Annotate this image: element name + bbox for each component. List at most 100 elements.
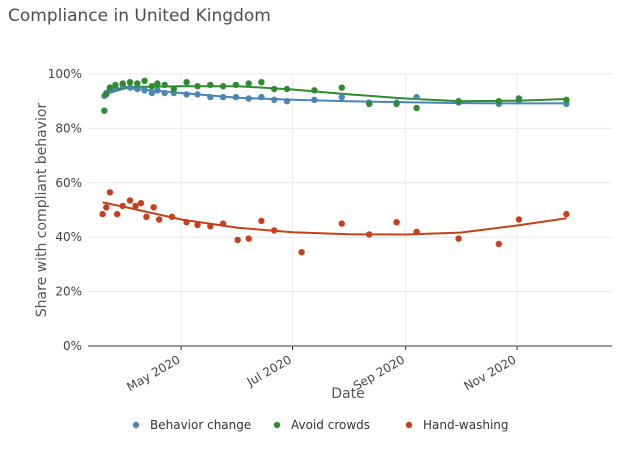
data-point bbox=[156, 216, 163, 223]
data-point bbox=[258, 79, 265, 86]
data-point bbox=[283, 98, 291, 105]
data-point bbox=[170, 85, 177, 93]
data-point bbox=[154, 87, 161, 94]
data-point bbox=[563, 210, 570, 218]
grid bbox=[88, 73, 612, 350]
data-point bbox=[413, 228, 420, 235]
legend-marker bbox=[405, 421, 413, 429]
y-tick-label: 60% bbox=[55, 176, 82, 190]
data-point bbox=[103, 91, 110, 98]
data-point bbox=[207, 81, 214, 89]
data-point bbox=[101, 107, 108, 114]
x-tick-label: Jul 2020 bbox=[244, 352, 294, 389]
data-point bbox=[495, 98, 502, 105]
legend-label: Avoid crowds bbox=[291, 418, 370, 432]
data-point bbox=[393, 219, 400, 226]
data-point bbox=[311, 96, 318, 104]
y-axis-title: Share with compliant behavior bbox=[34, 103, 50, 318]
data-point bbox=[112, 81, 119, 89]
data-point bbox=[134, 85, 141, 93]
legend-label: Hand-washing bbox=[423, 418, 509, 432]
data-point bbox=[366, 100, 373, 108]
y-tick-label: 0% bbox=[63, 339, 82, 353]
data-point bbox=[271, 96, 278, 104]
data-point bbox=[455, 235, 462, 242]
data-point bbox=[311, 87, 318, 94]
y-axis-ticks: 0% 20% 40% 60% 80% 100% bbox=[48, 67, 82, 353]
data-point bbox=[515, 95, 523, 102]
data-point bbox=[194, 83, 201, 90]
data-point bbox=[119, 80, 126, 87]
data-point bbox=[338, 93, 345, 101]
data-point bbox=[366, 231, 373, 238]
x-axis-title: Date bbox=[331, 386, 364, 402]
data-point bbox=[106, 84, 114, 91]
y-tick-label: 40% bbox=[55, 230, 82, 244]
chart-title: Compliance in United Kingdom bbox=[8, 6, 271, 26]
x-tick-label: Nov 2020 bbox=[462, 352, 519, 393]
data-point bbox=[455, 98, 462, 105]
data-points bbox=[99, 77, 570, 256]
data-point bbox=[106, 189, 114, 196]
data-point bbox=[234, 236, 241, 244]
data-point bbox=[413, 93, 420, 101]
data-point bbox=[103, 204, 110, 211]
data-point bbox=[219, 93, 227, 101]
data-point bbox=[126, 84, 134, 91]
data-point bbox=[141, 77, 148, 85]
data-point bbox=[183, 219, 190, 226]
data-point bbox=[219, 220, 227, 227]
data-point bbox=[563, 96, 570, 104]
x-axis-ticks: May 2020 Jul 2020 Sep 2020 Nov 2020 bbox=[124, 352, 518, 394]
data-point bbox=[194, 221, 201, 229]
data-point bbox=[161, 81, 168, 89]
data-point bbox=[126, 79, 134, 86]
data-point bbox=[298, 249, 305, 256]
data-point bbox=[515, 216, 523, 223]
data-point bbox=[183, 91, 190, 98]
x-tick-label: May 2020 bbox=[124, 352, 182, 394]
data-point bbox=[132, 202, 139, 210]
data-point bbox=[232, 81, 240, 89]
data-point bbox=[245, 235, 252, 242]
data-point bbox=[258, 217, 265, 225]
data-point bbox=[194, 91, 201, 98]
legend-marker bbox=[273, 421, 281, 429]
data-point bbox=[207, 223, 214, 230]
data-point bbox=[148, 83, 156, 90]
data-point bbox=[99, 210, 106, 218]
data-point bbox=[271, 227, 278, 234]
data-point bbox=[283, 85, 291, 93]
data-point bbox=[150, 204, 157, 211]
y-tick-label: 100% bbox=[48, 67, 82, 81]
y-tick-label: 80% bbox=[55, 121, 82, 135]
data-point bbox=[148, 89, 156, 97]
legend-marker bbox=[132, 421, 140, 429]
data-point bbox=[245, 80, 252, 87]
data-point bbox=[119, 202, 126, 210]
legend-label: Behavior change bbox=[150, 418, 251, 432]
data-point bbox=[413, 104, 420, 112]
data-point bbox=[338, 220, 345, 227]
data-point bbox=[134, 80, 141, 87]
trend-lines bbox=[102, 85, 567, 236]
data-point bbox=[168, 213, 176, 220]
data-point bbox=[154, 80, 161, 87]
data-point bbox=[126, 197, 134, 204]
data-point bbox=[495, 240, 502, 248]
y-tick-label: 20% bbox=[55, 285, 82, 299]
data-point bbox=[245, 95, 252, 102]
data-point bbox=[207, 93, 214, 101]
data-point bbox=[143, 213, 150, 220]
data-point bbox=[258, 93, 265, 101]
data-point bbox=[338, 84, 345, 91]
data-point bbox=[393, 100, 400, 108]
data-point bbox=[219, 83, 227, 90]
data-point bbox=[114, 210, 121, 218]
data-point bbox=[271, 85, 278, 93]
data-point bbox=[161, 89, 168, 97]
data-point bbox=[141, 87, 148, 94]
data-point bbox=[137, 200, 145, 207]
legend: Behavior change Avoid crowds Hand-washing bbox=[132, 418, 509, 432]
